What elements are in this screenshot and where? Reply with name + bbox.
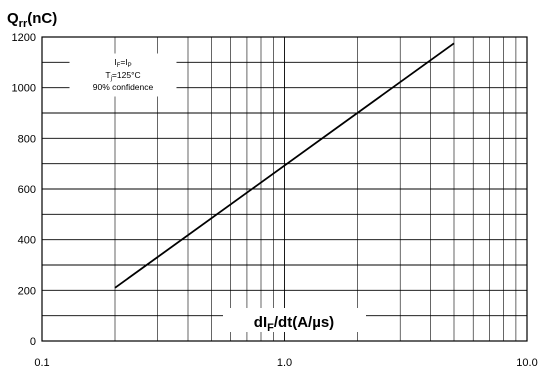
y-tick-label: 800: [18, 133, 36, 145]
x-tick-label: 10.0: [516, 357, 537, 369]
x-tick-label: 1.0: [277, 357, 292, 369]
conditions-annotation: IF=IP Tj=125°C 90% confidence: [69, 53, 177, 97]
series-line: [114, 42, 455, 289]
x-axis-title-group: dIF/dt(A/µs): [223, 308, 366, 334]
x-axis-title-background: [223, 308, 366, 332]
y-tick-label: 200: [18, 285, 36, 297]
plot-frame: [41, 36, 528, 342]
series-layer: [114, 42, 455, 289]
x-axis-title: dIF/dt(A/µs): [254, 314, 334, 334]
annotation-line-2: Tj=125°C: [105, 70, 140, 82]
annotation-line-1: IF=IP: [114, 57, 131, 69]
tick-label-layer: 0 200 400 600 800 1000 1200 0.1 1.0 10.0: [12, 32, 538, 369]
y-tick-label: 1200: [12, 32, 36, 44]
annotation-line-3: 90% confidence: [93, 82, 154, 92]
y-tick-label: 1000: [12, 83, 36, 95]
y-tick-label: 400: [18, 235, 36, 247]
annotation-box: [69, 53, 177, 97]
y-axis-title: Qrr(nC): [7, 10, 57, 30]
y-tick-label: 600: [18, 184, 36, 196]
y-tick-label: 0: [30, 336, 36, 348]
x-tick-label: 0.1: [34, 357, 49, 369]
